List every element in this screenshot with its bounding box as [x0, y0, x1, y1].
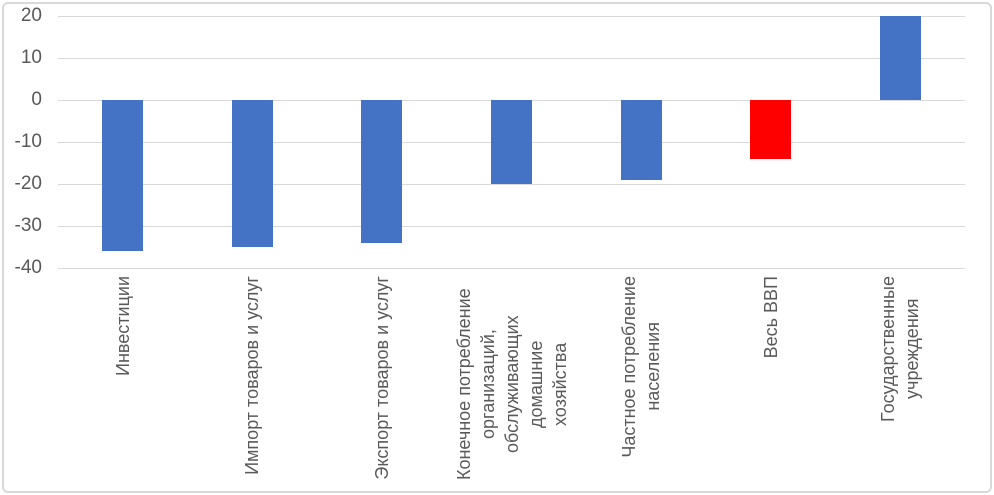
- y-tick-label: -30: [14, 215, 42, 236]
- x-category-cell: Экспорт товаров и услуг: [317, 276, 447, 492]
- x-category-cell: Частное потребление населения: [576, 276, 706, 492]
- bar-6: [750, 100, 792, 159]
- bar-1: [102, 100, 144, 252]
- x-category-label: Импорт товаров и услуг: [242, 276, 263, 475]
- x-axis: Инвестиции Импорт товаров и услуг Экспорт …: [58, 276, 965, 492]
- gridline: [58, 15, 965, 17]
- y-tick-label: 10: [20, 47, 42, 68]
- x-category-label: Инвестиции: [112, 276, 133, 376]
- bar-2: [231, 100, 273, 247]
- x-category-label: Частное потребление населения: [619, 276, 664, 458]
- y-tick-label: 20: [20, 5, 42, 26]
- gridline: [58, 267, 965, 269]
- y-tick-label: -10: [14, 131, 42, 152]
- x-category-label: Государственные учреждения: [878, 276, 923, 422]
- x-category-cell: Инвестиции: [58, 276, 188, 492]
- plot-area: [58, 15, 965, 269]
- bar-4: [491, 100, 532, 184]
- gridline: [58, 57, 965, 59]
- bar-7: [879, 16, 921, 100]
- x-category-cell: Весь ВВП: [706, 276, 836, 492]
- x-category-label: Экспорт товаров и услуг: [371, 276, 392, 480]
- y-tick-label: -40: [14, 257, 42, 278]
- x-category-cell: Государственные учреждения: [835, 276, 965, 492]
- gridline: [58, 183, 965, 185]
- x-category-cell: Импорт товаров и услуг: [188, 276, 318, 492]
- y-tick-label: -20: [14, 173, 42, 194]
- x-category-label: Конечное потребление организаций, обслуж…: [453, 288, 570, 480]
- bar-5: [620, 100, 662, 180]
- y-tick-label: 0: [31, 89, 42, 110]
- gridline: [58, 225, 965, 227]
- x-category-label: Весь ВВП: [760, 276, 781, 359]
- y-axis: 20 10 0 -10 -20 -30 -40: [0, 5, 42, 278]
- x-category-cell: Конечное потребление организаций, обслуж…: [447, 276, 577, 492]
- bar-3: [361, 100, 403, 243]
